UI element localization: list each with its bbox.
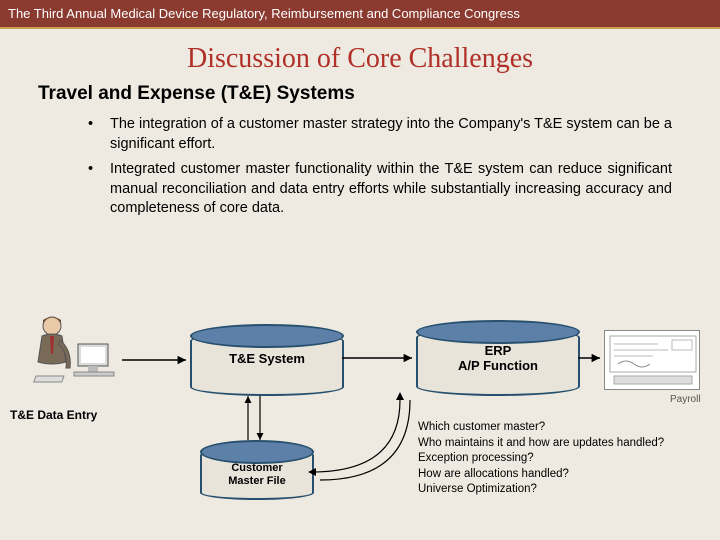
person-icon bbox=[30, 310, 120, 400]
question-line: How are allocations handled? bbox=[418, 467, 664, 483]
bullet-item: Integrated customer master functionality… bbox=[88, 160, 672, 219]
questions-block: Which customer master? Who maintains it … bbox=[418, 420, 664, 498]
question-line: Universe Optimization? bbox=[418, 482, 664, 498]
te-system-cylinder: T&E System bbox=[190, 332, 344, 396]
te-system-label: T&E System bbox=[192, 352, 342, 367]
question-line: Exception processing? bbox=[418, 451, 664, 467]
page-title: Discussion of Core Challenges bbox=[0, 43, 720, 75]
question-line: Who maintains it and how are updates han… bbox=[418, 436, 664, 452]
erp-cylinder: ERP A/P Function bbox=[416, 328, 580, 396]
payroll-check-icon bbox=[604, 330, 700, 390]
bullet-list: The integration of a customer master str… bbox=[48, 115, 672, 219]
erp-label: ERP A/P Function bbox=[418, 344, 578, 374]
cmf-label: Customer Master File bbox=[202, 462, 312, 487]
header-bar: The Third Annual Medical Device Regulato… bbox=[0, 0, 720, 29]
payroll-label: Payroll bbox=[670, 394, 701, 405]
section-subtitle: Travel and Expense (T&E) Systems bbox=[38, 83, 720, 105]
diagram-area: T&E Data Entry T&E System ERP A/P Functi… bbox=[0, 300, 720, 540]
bullet-item: The integration of a customer master str… bbox=[88, 115, 672, 154]
te-data-entry-label: T&E Data Entry bbox=[10, 408, 97, 422]
cmf-cylinder: Customer Master File bbox=[200, 448, 314, 500]
question-line: Which customer master? bbox=[418, 420, 664, 436]
